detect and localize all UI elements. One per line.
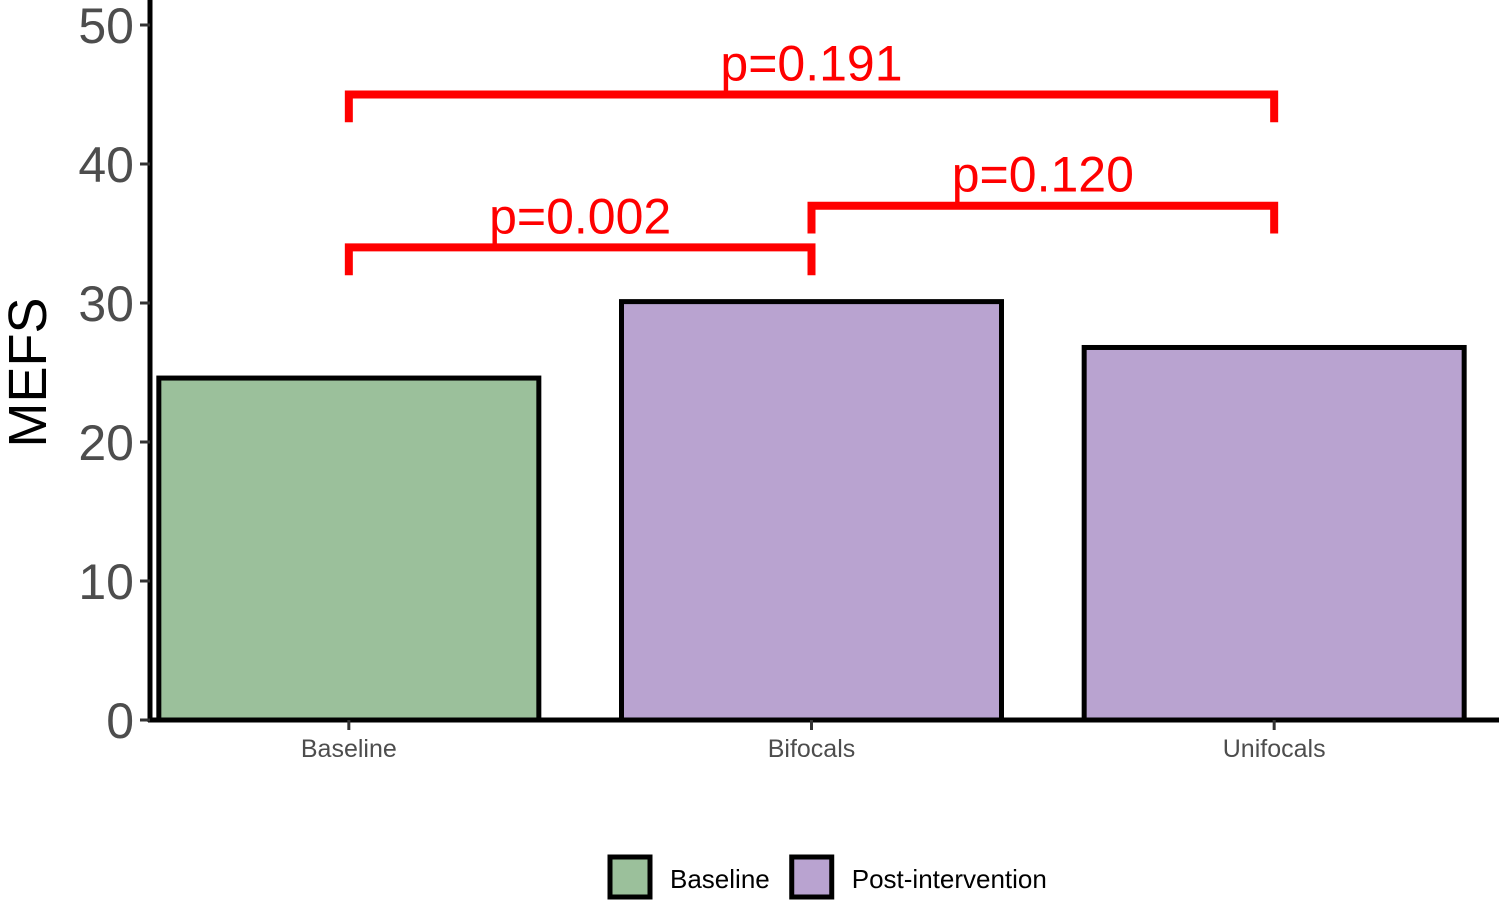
y-tick-label: 20 xyxy=(78,415,134,471)
y-tick-label: 50 xyxy=(78,0,134,54)
x-tick-label: Baseline xyxy=(301,735,397,763)
axes-layer: 0 10 20 30 40 50 Baseline Bifocals Unifocals MEFS xyxy=(0,0,1499,763)
y-tick-label: 10 xyxy=(78,554,134,610)
x-tick-label: Bifocals xyxy=(768,735,856,763)
significance-bracket xyxy=(344,90,1279,123)
p-value-label: p=0.002 xyxy=(489,188,671,244)
legend: Baseline Post-intervention xyxy=(607,854,1047,900)
legend-swatch xyxy=(607,854,653,900)
significance-bracket xyxy=(344,243,816,276)
p-value-label: p=0.120 xyxy=(952,147,1134,203)
bar-baseline xyxy=(156,375,542,723)
significance-annotations: p=0.002 p=0.120 p=0.191 xyxy=(344,36,1279,276)
bar-bifocals xyxy=(619,299,1004,723)
p-value-label: p=0.191 xyxy=(720,36,902,92)
legend-label: Baseline xyxy=(670,864,770,894)
y-tick-label: 40 xyxy=(78,137,134,193)
significance-bracket xyxy=(807,201,1279,234)
bars-layer xyxy=(156,299,1467,723)
y-axis-title: MEFS xyxy=(0,297,58,447)
y-tick-label: 0 xyxy=(106,693,134,749)
legend-swatch xyxy=(789,854,835,900)
legend-label: Post-intervention xyxy=(852,864,1047,894)
bar-unifocals xyxy=(1081,344,1467,723)
x-tick-label: Unifocals xyxy=(1223,735,1326,763)
y-tick-label: 30 xyxy=(78,276,134,332)
